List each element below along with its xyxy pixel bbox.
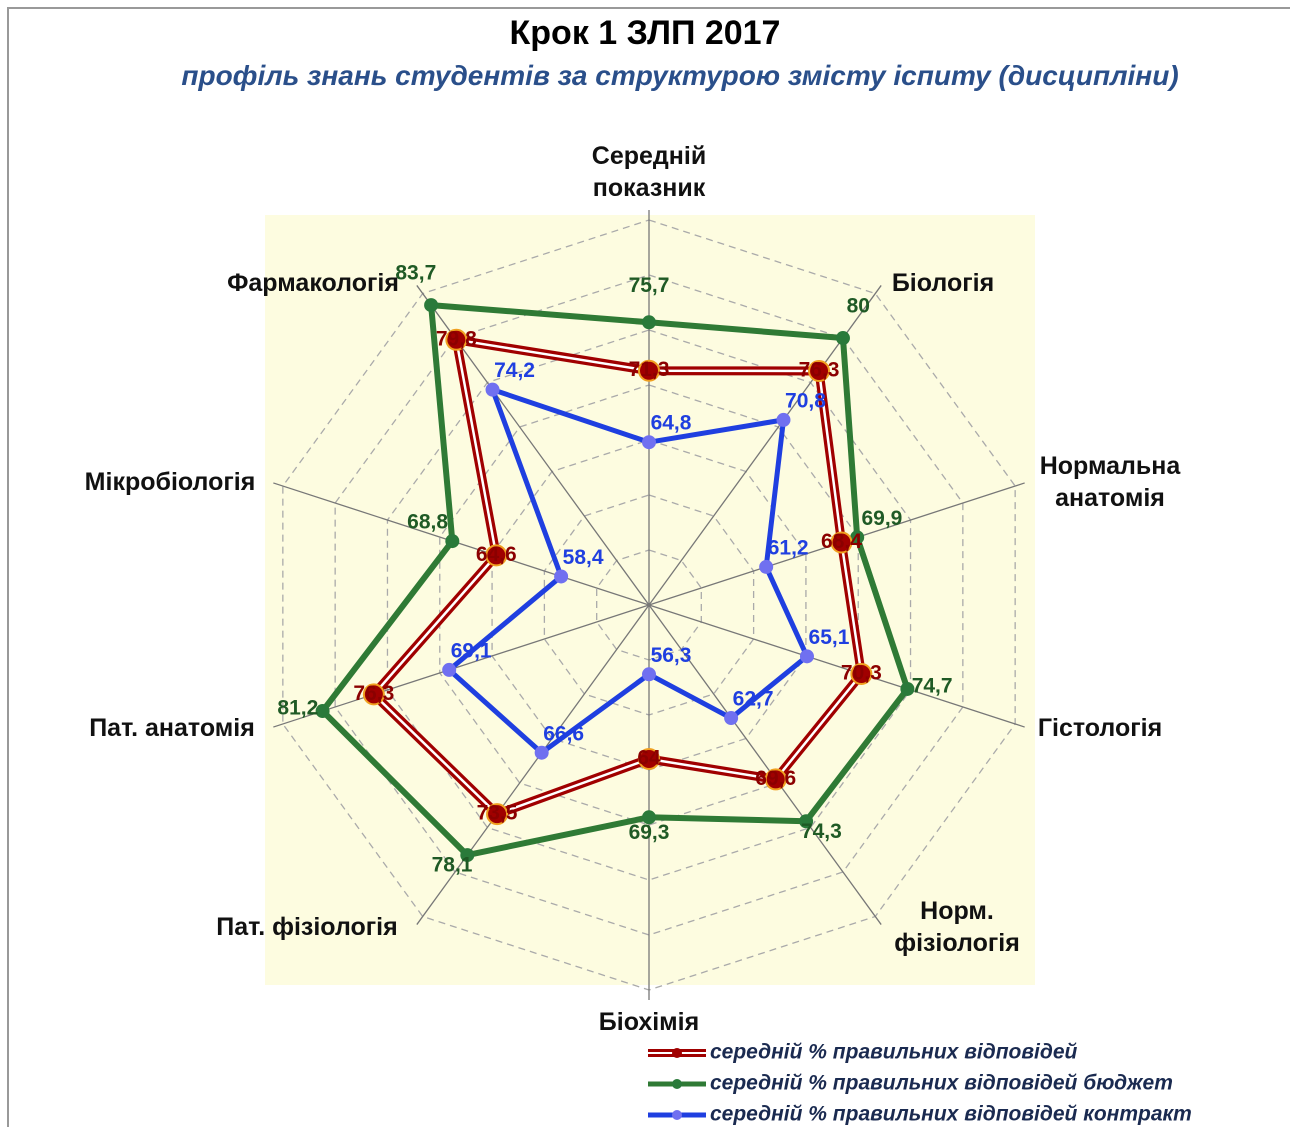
- value-label: 70,8: [785, 389, 826, 412]
- value-label: 73,5: [477, 802, 518, 825]
- point-marker: [445, 534, 460, 549]
- value-label: 62,7: [733, 688, 774, 711]
- category-label: Середній показник: [591, 142, 707, 202]
- value-label: 69,9: [861, 507, 902, 530]
- axis-spoke: [273, 482, 650, 606]
- value-label: 56,3: [651, 644, 692, 667]
- point-marker: [315, 704, 330, 719]
- plot-area: [265, 215, 1035, 985]
- category-label: Норм. фізіологія: [894, 897, 1020, 957]
- value-label: 83,7: [395, 262, 436, 285]
- point-marker: [638, 359, 660, 382]
- grid-ring: [334, 274, 964, 936]
- value-label: 64: [637, 747, 661, 770]
- point-marker: [776, 412, 791, 427]
- point-marker: [764, 768, 787, 791]
- point-marker: [850, 663, 873, 686]
- frame: [7, 7, 1290, 1127]
- value-label: 76,3: [353, 682, 394, 705]
- axis-spoke: [273, 604, 650, 728]
- grid-ring: [386, 329, 912, 881]
- grid-ring: [439, 384, 859, 826]
- legend-label: середній % правильних відповідей: [710, 1041, 1078, 1064]
- value-label: 75,7: [629, 274, 670, 297]
- legend-marker: [672, 1079, 682, 1089]
- point-marker: [835, 331, 850, 346]
- value-label: 69,1: [451, 639, 492, 662]
- category-label: Гістологія: [1037, 714, 1163, 742]
- axis-spoke: [648, 604, 1025, 728]
- value-label: 68,8: [407, 511, 448, 534]
- point-marker: [638, 748, 660, 770]
- category-label: Мікробіологія: [84, 468, 256, 496]
- point-marker: [642, 315, 656, 330]
- chart-subtitle: профіль знань студентів за структурою зм…: [181, 60, 1179, 91]
- point-marker: [799, 649, 814, 664]
- value-label: 66,6: [543, 722, 584, 745]
- axis-spoke: [416, 604, 650, 925]
- value-label: 74,3: [801, 820, 842, 843]
- value-label: 64,6: [476, 543, 517, 566]
- point-marker: [485, 544, 508, 567]
- value-label: 61,2: [768, 536, 809, 559]
- value-label: 70,3: [841, 662, 882, 685]
- legend-label: середній % правильних відповідей бюджет: [710, 1072, 1173, 1095]
- category-label: Нормальна анатомія: [1039, 452, 1181, 512]
- point-marker: [724, 711, 739, 726]
- point-marker: [759, 559, 774, 574]
- value-label: 71,3: [629, 358, 670, 381]
- value-label: 69,3: [629, 821, 670, 844]
- point-marker: [534, 745, 549, 760]
- value-label: 69,6: [755, 767, 796, 790]
- point-marker: [799, 814, 814, 829]
- value-label: 79,8: [436, 327, 477, 350]
- value-label: 76,3: [799, 358, 840, 381]
- chart-title: Крок 1 ЗЛП 2017: [509, 14, 781, 52]
- value-label: 74,7: [912, 675, 953, 698]
- point-marker: [642, 667, 656, 682]
- value-label: 80: [847, 295, 870, 318]
- value-label: 81,2: [277, 697, 318, 720]
- value-label: 68,4: [821, 530, 862, 553]
- value-label: 58,4: [563, 546, 604, 569]
- point-marker: [808, 359, 831, 382]
- category-label: Пат. фізіологія: [216, 913, 398, 941]
- category-label: Біохімія: [598, 1008, 700, 1036]
- point-marker: [850, 530, 865, 545]
- value-label: 74,2: [494, 359, 535, 382]
- value-label: 65,1: [809, 626, 850, 649]
- value-label: 64,8: [651, 412, 692, 435]
- point-marker: [554, 569, 569, 584]
- point-marker: [445, 328, 468, 351]
- point-marker: [642, 810, 656, 825]
- category-label: Пат. анатомія: [89, 714, 255, 742]
- point-marker: [362, 683, 385, 706]
- point-marker: [424, 298, 439, 313]
- category-label: Біологія: [891, 269, 995, 297]
- legend-marker: [672, 1048, 682, 1058]
- point-marker: [642, 435, 656, 450]
- point-marker: [486, 803, 509, 826]
- point-marker: [460, 848, 475, 863]
- legend-marker: [672, 1110, 682, 1120]
- point-marker: [485, 382, 500, 397]
- point-marker: [900, 681, 915, 696]
- legend-label: середній % правильних відповідей контрак…: [710, 1103, 1192, 1126]
- axis-spoke: [648, 604, 882, 925]
- category-label: Фармакологія: [227, 269, 399, 297]
- point-marker: [442, 662, 457, 677]
- value-label: 78,1: [432, 854, 473, 877]
- point-marker: [830, 531, 853, 554]
